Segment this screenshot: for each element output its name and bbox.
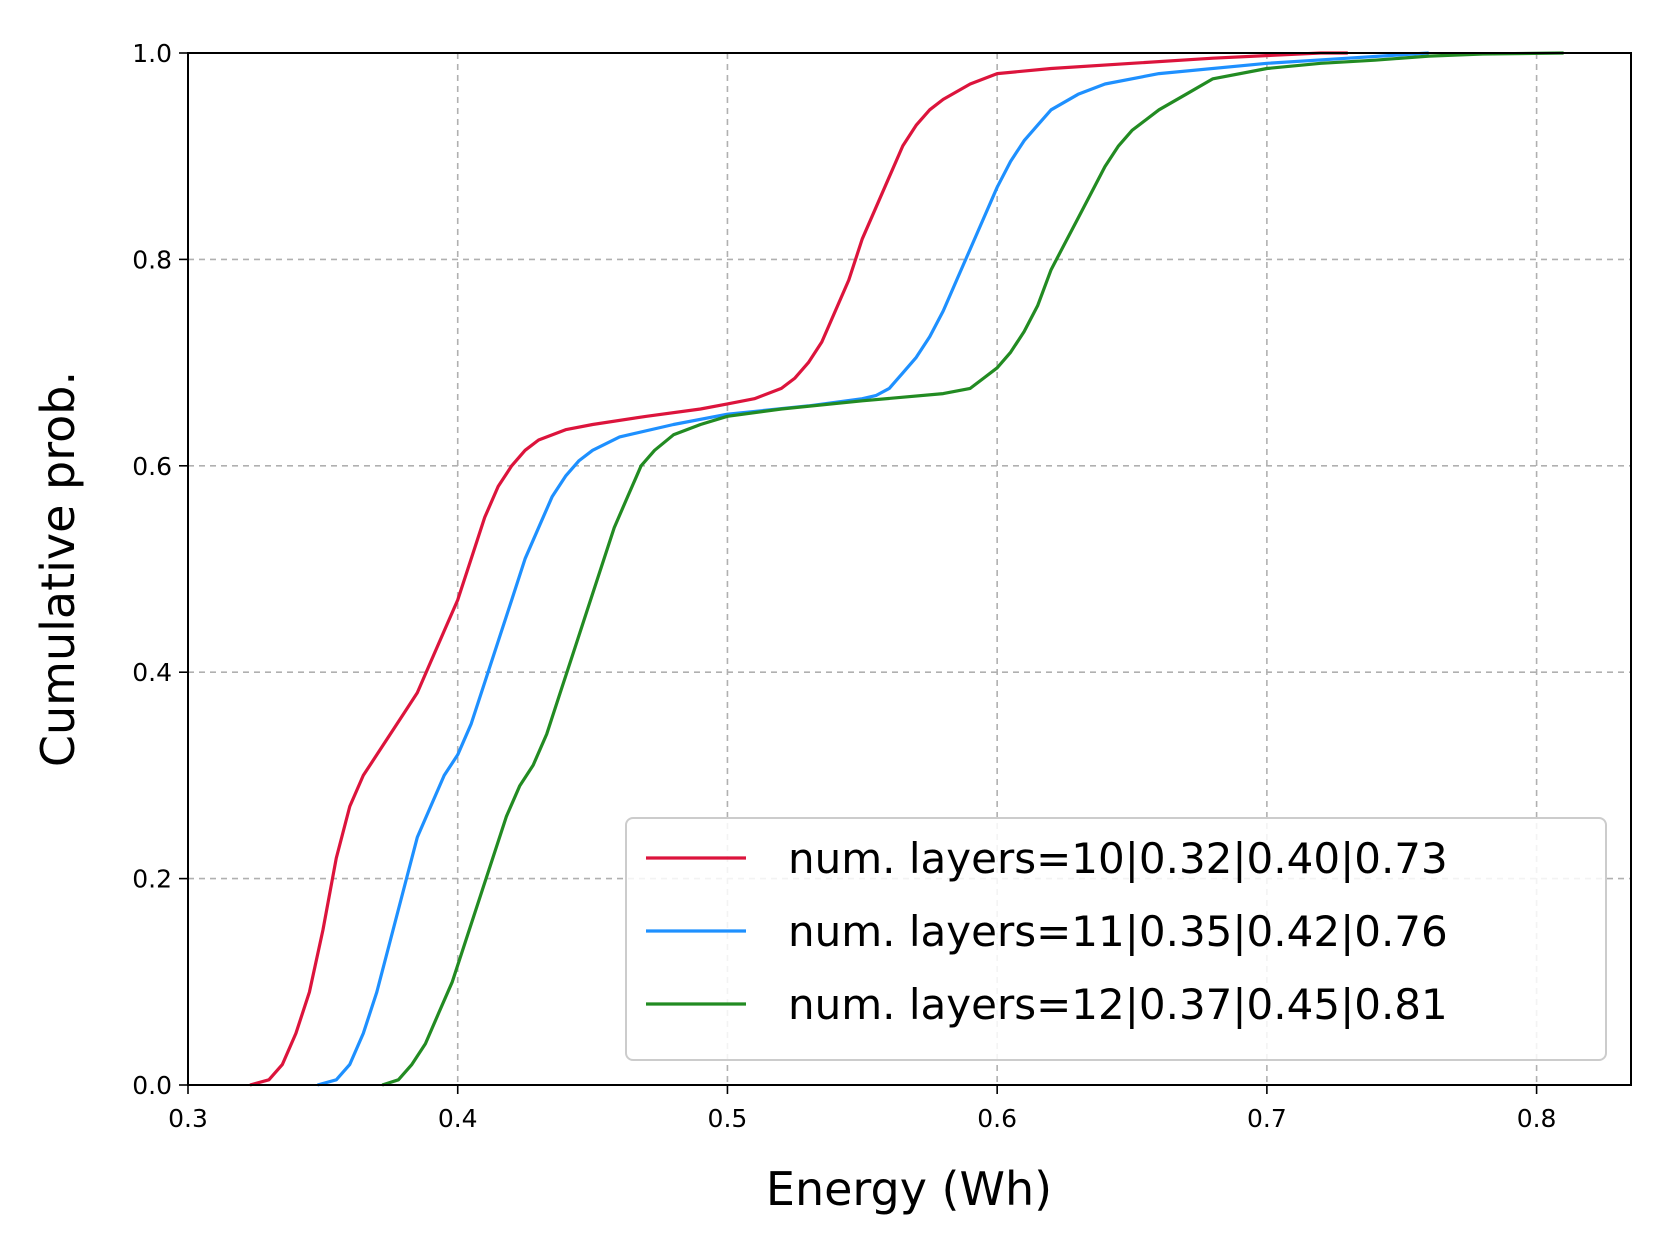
x-tick-label: 0.6 (977, 1104, 1017, 1133)
x-tick-label: 0.5 (708, 1104, 748, 1133)
y-tick-label: 0.2 (132, 865, 172, 894)
x-tick-label: 0.7 (1247, 1104, 1287, 1133)
x-tick-label: 0.3 (168, 1104, 208, 1133)
x-tick-label: 0.8 (1517, 1104, 1557, 1133)
legend-frame (625, 817, 1607, 1061)
y-tick-label: 0.4 (132, 658, 172, 687)
axis-ticks: 0.3 0.4 0.5 0.6 0.7 0.8 0.0 0.2 0.4 0.6 0.8 1.0 (132, 39, 1556, 1133)
plot-frame (187, 52, 1632, 1086)
y-tick-label: 1.0 (132, 39, 172, 68)
legend: num. layers=10|0.32|0.40|0.73 num. layers… (625, 817, 1607, 1061)
series-layer (249, 51, 1564, 1087)
y-tick-label: 0.8 (132, 245, 172, 274)
series-line-1 (249, 51, 1348, 1087)
series-line-3 (381, 51, 1564, 1087)
x-axis-title: Energy (Wh) (766, 1162, 1052, 1216)
y-tick-label: 0.6 (132, 452, 172, 481)
y-axis-title: Cumulative prob. (31, 371, 85, 767)
legend-label-3: num. layers=12|0.37|0.45|0.81 (788, 980, 1448, 1029)
x-tick-label: 0.4 (438, 1104, 478, 1133)
series-line-2 (317, 51, 1429, 1087)
y-tick-label: 0.0 (132, 1071, 172, 1100)
legend-label-1: num. layers=10|0.32|0.40|0.73 (788, 834, 1448, 883)
legend-items: num. layers=10|0.32|0.40|0.73 num. layers… (646, 834, 1448, 1029)
legend-label-2: num. layers=11|0.35|0.42|0.76 (788, 907, 1448, 956)
